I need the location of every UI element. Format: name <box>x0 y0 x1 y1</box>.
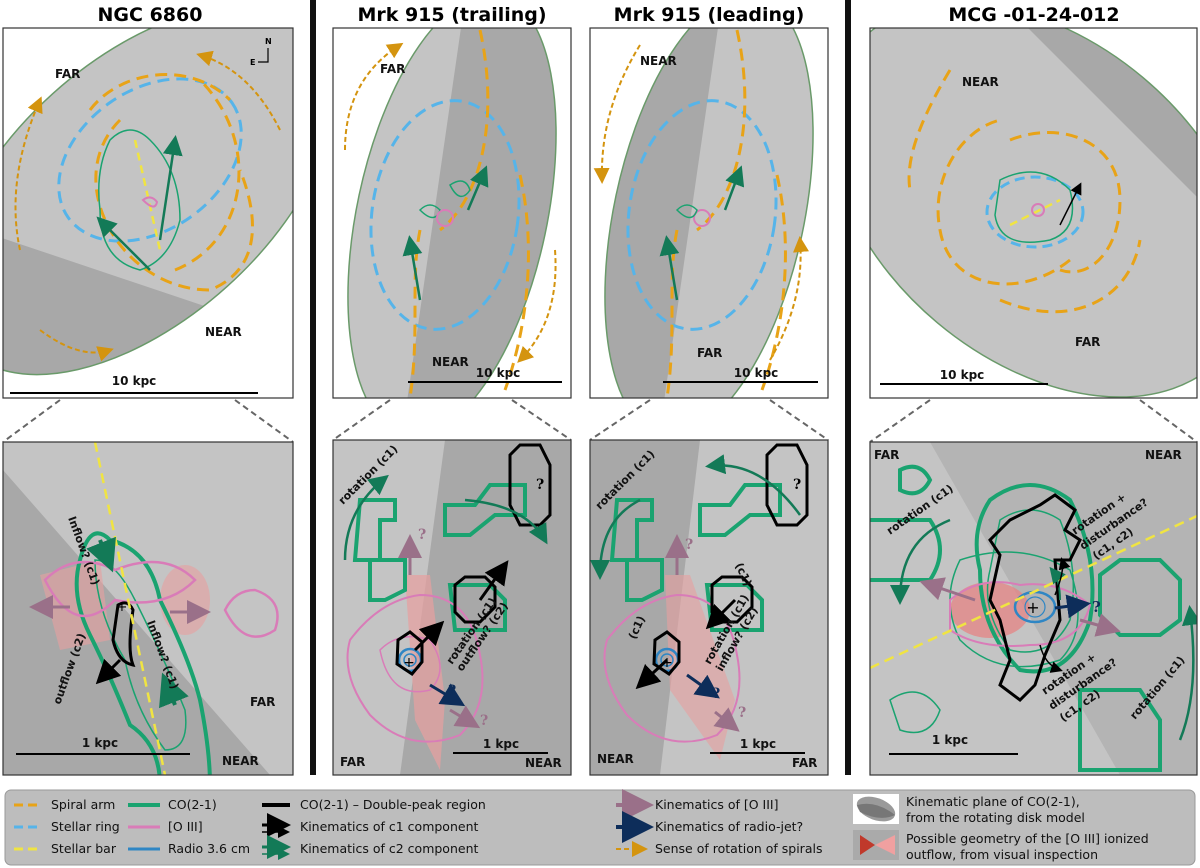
svg-text:+: + <box>403 655 415 671</box>
near-label: NEAR <box>962 75 999 89</box>
spiral-arm <box>88 73 254 292</box>
outflow-geometry-icon <box>853 830 899 860</box>
question-mark: ? <box>480 713 488 729</box>
scale-label: 10 kpc <box>112 374 157 388</box>
question-mark: ? <box>793 477 801 493</box>
legend-oiii: [O III] <box>168 819 203 834</box>
mcg-overview: NEAR FAR 10 kpc <box>869 27 1198 399</box>
far-label: FAR <box>55 67 80 81</box>
near-label: NEAR <box>205 325 242 339</box>
svg-text:N: N <box>265 37 272 46</box>
mrk915-leading-overview: NEAR FAR 10 kpc <box>589 27 829 399</box>
co-contour <box>74 531 212 775</box>
near-label: NEAR <box>222 754 259 768</box>
question-mark: ? <box>418 527 426 543</box>
mcg-zoom: + FAR NEAR rotation (c1) rotation + dist… <box>869 441 1198 776</box>
c1-arrow-icon <box>262 813 291 838</box>
near-label: NEAR <box>1145 448 1182 462</box>
stellar-bar <box>870 514 1197 670</box>
legend-stellar-bar: Stellar bar <box>51 841 117 856</box>
scale-label: 10 kpc <box>940 368 985 382</box>
oiii-outflow-cone <box>40 560 110 650</box>
question-mark: ? <box>448 683 456 699</box>
near-label: NEAR <box>432 355 469 369</box>
scale-label: 1 kpc <box>483 737 519 751</box>
legend-spiral-arm: Spiral arm <box>51 797 115 812</box>
legend-oiii-kin: Kinematics of [O III] <box>655 797 779 812</box>
scale-label: 10 kpc <box>734 366 779 380</box>
rotation-sense-arrow <box>196 50 281 131</box>
far-label: FAR <box>340 755 365 769</box>
stellar-bar <box>93 442 167 775</box>
svg-text:+: + <box>117 600 128 615</box>
legend-stellar-ring: Stellar ring <box>51 819 120 834</box>
legend-kinematic-plane-2: from the rotating disk model <box>906 810 1085 825</box>
mrk915-trailing-zoom: + rotation (c1) rotation (c1) outflow? (… <box>332 439 572 776</box>
stellar-bar <box>133 139 162 251</box>
svg-text:E: E <box>250 58 255 67</box>
far-label: FAR <box>792 756 817 770</box>
mrk915-leading-zoom: + rotation (c1) (c1) (c1) rotation (c1) … <box>589 439 829 776</box>
legend-kinematic-plane: Kinematic plane of CO(2-1), <box>906 794 1080 809</box>
ngc6860-zoom: + Inflow? (c1) Inflow? (c1) outflow (c2)… <box>2 441 294 776</box>
panel-title-mrk915-trailing: Mrk 915 (trailing) <box>357 4 546 26</box>
question-mark: ? <box>685 537 693 553</box>
far-label: FAR <box>874 448 899 462</box>
svg-text:+: + <box>661 655 673 671</box>
ngc6860-overview: FAR NEAR N E 10 kpc <box>2 27 294 399</box>
near-label: NEAR <box>597 752 634 766</box>
legend-radio: Radio 3.6 cm <box>168 841 250 856</box>
double-peak-region <box>111 601 136 668</box>
near-label: NEAR <box>525 756 562 770</box>
legend-rotation-sense: Sense of rotation of spirals <box>655 841 822 856</box>
scale-label: 1 kpc <box>932 733 968 747</box>
legend-outflow-geometry-2: outflow, from visual inspection <box>906 847 1098 862</box>
legend-outflow-geometry: Possible geometry of the [O III] ionized <box>906 831 1149 846</box>
scale-label: 1 kpc <box>82 736 118 750</box>
oiii-contour <box>141 196 159 208</box>
far-label: FAR <box>1075 335 1100 349</box>
legend-c1: Kinematics of c1 component <box>300 819 478 834</box>
legend-radio-jet: Kinematics of radio-jet? <box>655 819 803 834</box>
mrk915-trailing-overview: FAR NEAR 10 kpc <box>332 27 572 399</box>
question-mark: ? <box>536 477 544 493</box>
legend-co: CO(2-1) <box>168 797 217 812</box>
c2-arrow-icon <box>262 835 291 860</box>
panel-title-mrk915-leading: Mrk 915 (leading) <box>614 4 805 26</box>
rotation-sense-arrow <box>39 329 114 362</box>
legend-double-peak: CO(2-1) – Double-peak region <box>300 797 486 812</box>
legend: Spiral arm Stellar ring Stellar bar CO(2… <box>4 789 1196 866</box>
panel-title-ngc6860: NGC 6860 <box>98 4 203 26</box>
svg-text:+: + <box>1026 598 1039 617</box>
question-mark: ? <box>1092 598 1101 616</box>
question-mark: ? <box>712 686 720 702</box>
far-label: FAR <box>380 62 405 76</box>
legend-c2: Kinematics of c2 component <box>300 841 478 856</box>
far-label: FAR <box>250 695 275 709</box>
stellar-ring <box>57 77 243 243</box>
kinematic-plane-icon <box>853 794 899 824</box>
zoom-connectors <box>2 399 1198 443</box>
double-peak-region <box>988 493 1082 702</box>
oiii-outflow-cone <box>160 565 210 635</box>
far-label: FAR <box>697 346 722 360</box>
question-mark: ? <box>738 705 746 721</box>
near-label: NEAR <box>640 54 677 68</box>
scale-label: 10 kpc <box>476 366 521 380</box>
compass-icon: N E <box>250 37 272 67</box>
panel-title-mcg: MCG -01-24-012 <box>948 4 1119 26</box>
scale-label: 1 kpc <box>740 737 776 751</box>
co-contour <box>98 129 181 271</box>
